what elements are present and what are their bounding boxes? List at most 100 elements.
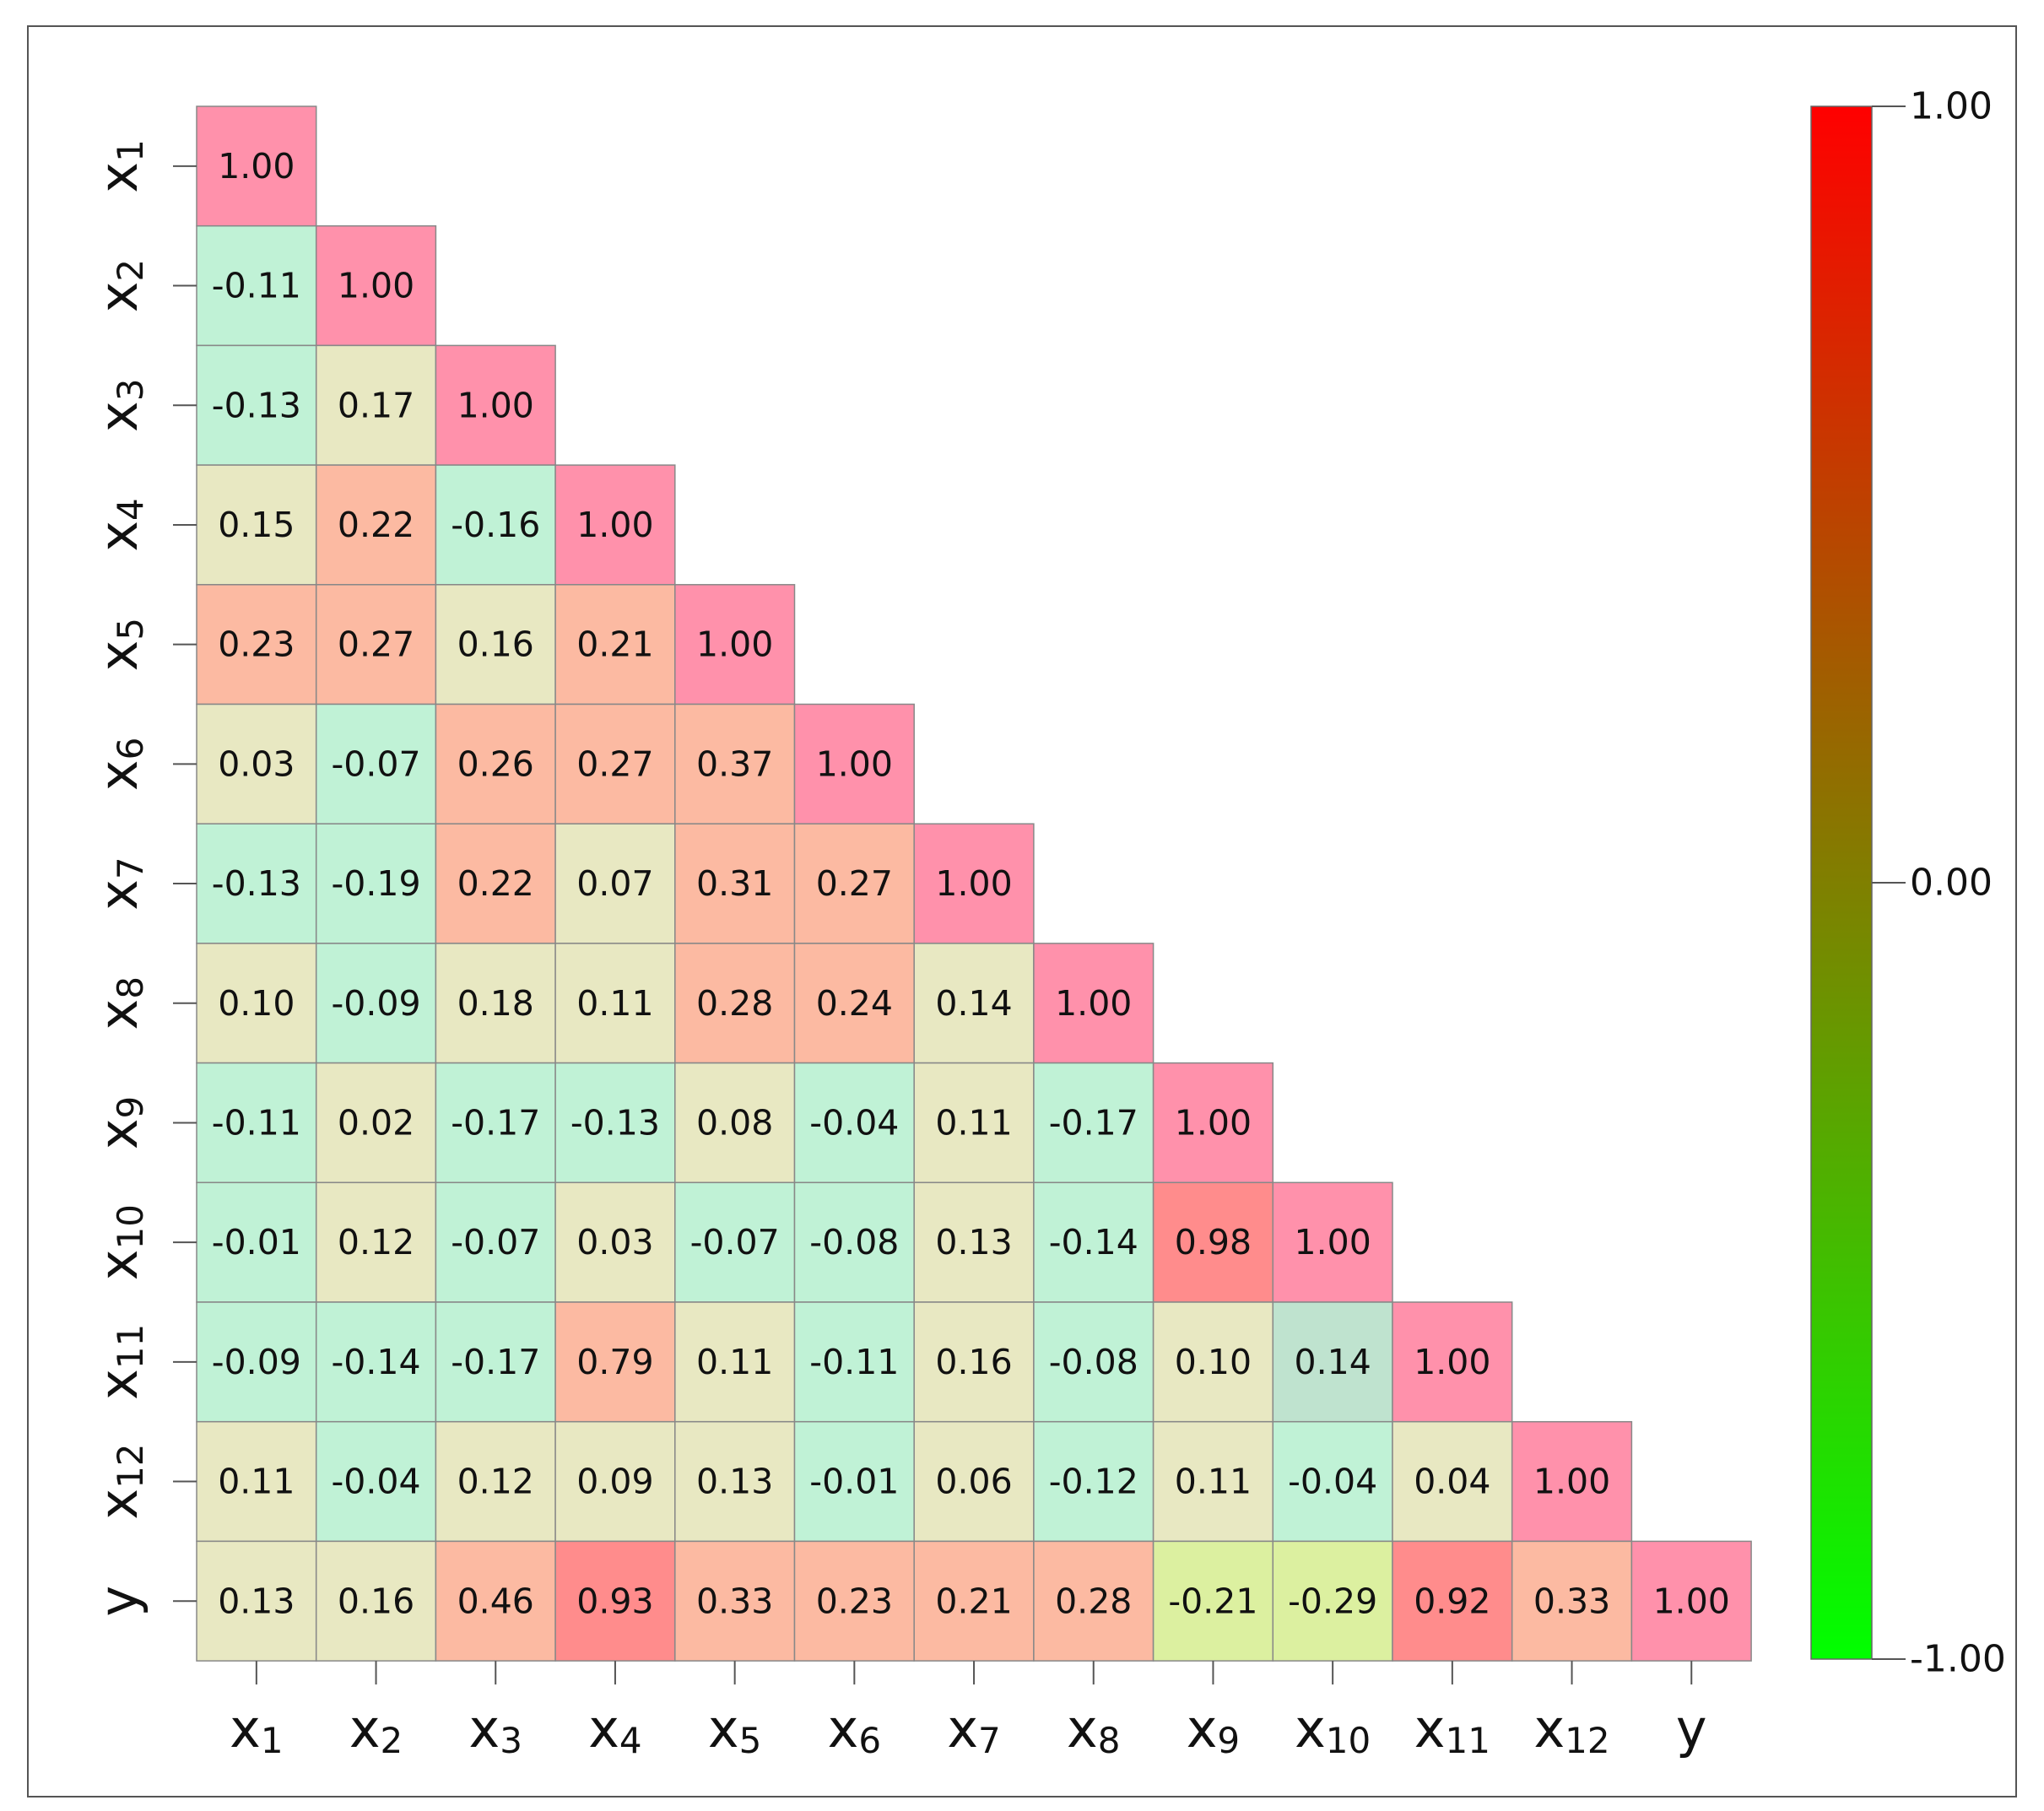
cell-value-label: 0.21 [576,624,653,665]
heatmap-cell: 1.00 [913,823,1035,944]
heatmap-cell: 1.00 [315,224,437,347]
cell-value-label: 1.00 [1295,1222,1371,1262]
cell-value-label: 0.15 [218,505,295,545]
cell-rect [1033,1181,1154,1303]
axis-label-base: x [1414,1698,1446,1760]
cell-value-label: 0.79 [576,1342,653,1382]
cell-rect [315,1420,437,1543]
cell-value-label: 0.28 [696,983,773,1024]
cell-rect [435,464,556,586]
cell-value-label: 0.21 [935,1581,1012,1621]
cell-value-label: 0.10 [1175,1342,1252,1382]
y-axis-tick-label: y [88,1586,149,1617]
heatmap-cell: 0.14 [1272,1301,1393,1423]
axis-label-subscript: 5 [110,618,151,641]
cell-rect [435,1301,556,1423]
heatmap-cell: 0.27 [554,703,676,824]
cell-value-label: 1.00 [816,743,893,784]
heatmap-cell: 0.11 [1152,1420,1274,1543]
axis-label-base: x [828,1698,859,1760]
cell-value-label: -0.11 [809,1342,899,1382]
heatmap-cell: 0.21 [554,584,676,705]
axis-label-base: x [88,1369,149,1400]
heatmap-cell: 1.00 [1152,1062,1274,1184]
heatmap-cell: -0.11 [196,224,317,347]
y-axis-tick-label: x5 [88,618,151,671]
cell-value-label: 0.31 [696,863,773,904]
heatmap-cell: -0.11 [793,1301,915,1423]
heatmap-cell: -0.09 [196,1301,317,1423]
axis-label-base: x [588,1698,619,1760]
cell-rect [1272,1301,1393,1423]
x-axis-tick-label: x11 [1414,1698,1490,1761]
heatmap-cell: 0.79 [554,1301,676,1423]
cell-rect [913,823,1035,944]
heatmap-cell: -0.13 [196,344,317,466]
cell-rect [1511,1540,1633,1662]
cell-rect [315,1181,437,1303]
cell-rect [913,1540,1035,1662]
cell-value-label: -0.07 [451,1222,540,1262]
cell-rect [913,1420,1035,1543]
cell-rect [1033,1540,1154,1662]
cell-value-label: 0.16 [935,1342,1012,1382]
heatmap-cell: 0.12 [435,1420,556,1543]
cell-value-label: 0.37 [696,743,773,784]
cell-rect [315,224,437,347]
x-axis-tick-label: x2 [349,1698,403,1761]
cell-value-label: 0.09 [576,1462,653,1502]
cell-value-label: 0.08 [696,1102,773,1143]
axis-label-base: x [349,1698,381,1760]
heatmap-cell: 0.06 [913,1420,1035,1543]
cell-rect [793,1540,915,1662]
heatmap-cell: 0.98 [1152,1181,1274,1303]
axis-label-base: x [230,1698,261,1760]
x-axis-tick-label: x9 [1187,1698,1240,1761]
heatmap-cell: -0.07 [435,1181,556,1303]
cell-rect [315,1062,437,1184]
axis-label-subscript: 4 [110,498,151,521]
cell-rect [196,823,317,944]
y-axis-tick-label: x9 [88,1096,151,1149]
cell-rect [674,703,796,824]
heatmap-cell: -0.29 [1272,1540,1393,1662]
axis-label-base: y [88,1586,149,1617]
axis-label-subscript: 2 [381,1720,403,1761]
cell-value-label: -0.01 [809,1462,899,1502]
cell-rect [674,1301,796,1423]
heatmap-cell: 0.93 [554,1540,676,1662]
cell-rect [196,105,317,227]
heatmap-cell: -0.07 [315,703,437,824]
cell-rect [435,1420,556,1543]
axis-label-base: y [1676,1698,1707,1760]
cell-rect [554,703,676,824]
y-axis-tick-label: x7 [88,857,151,910]
x-axis-tick-label: x1 [230,1698,283,1761]
cell-value-label: 0.12 [338,1222,414,1262]
heatmap-cell: 0.14 [913,943,1035,1064]
axis-label-base: x [88,1118,149,1149]
heatmap-cell: 0.23 [196,584,317,705]
axis-label-base: x [947,1698,978,1760]
cell-rect [674,1181,796,1303]
heatmap-cell: -0.11 [196,1062,317,1184]
cell-value-label: 0.33 [696,1581,773,1621]
cell-value-label: 1.00 [696,624,773,665]
x-axis-tick-label: x4 [588,1698,641,1761]
cell-value-label: 1.00 [1175,1102,1252,1143]
cell-value-label: 0.02 [338,1102,414,1143]
cell-value-label: 0.13 [696,1462,773,1502]
heatmap-cell: -0.04 [793,1062,915,1184]
axis-label-base: x [469,1698,500,1760]
cell-value-label: -0.13 [212,385,301,425]
heatmap-cell: 0.22 [315,464,437,586]
heatmap-cell: -0.16 [435,464,556,586]
cell-value-label: -0.11 [212,1102,301,1143]
cell-value-label: 0.11 [696,1342,773,1382]
cell-value-label: -0.04 [809,1102,899,1143]
cell-rect [1152,1540,1274,1662]
heatmap-cell: 0.03 [196,703,317,824]
heatmap-cell: 0.13 [674,1420,796,1543]
axis-label-base: x [88,521,149,552]
